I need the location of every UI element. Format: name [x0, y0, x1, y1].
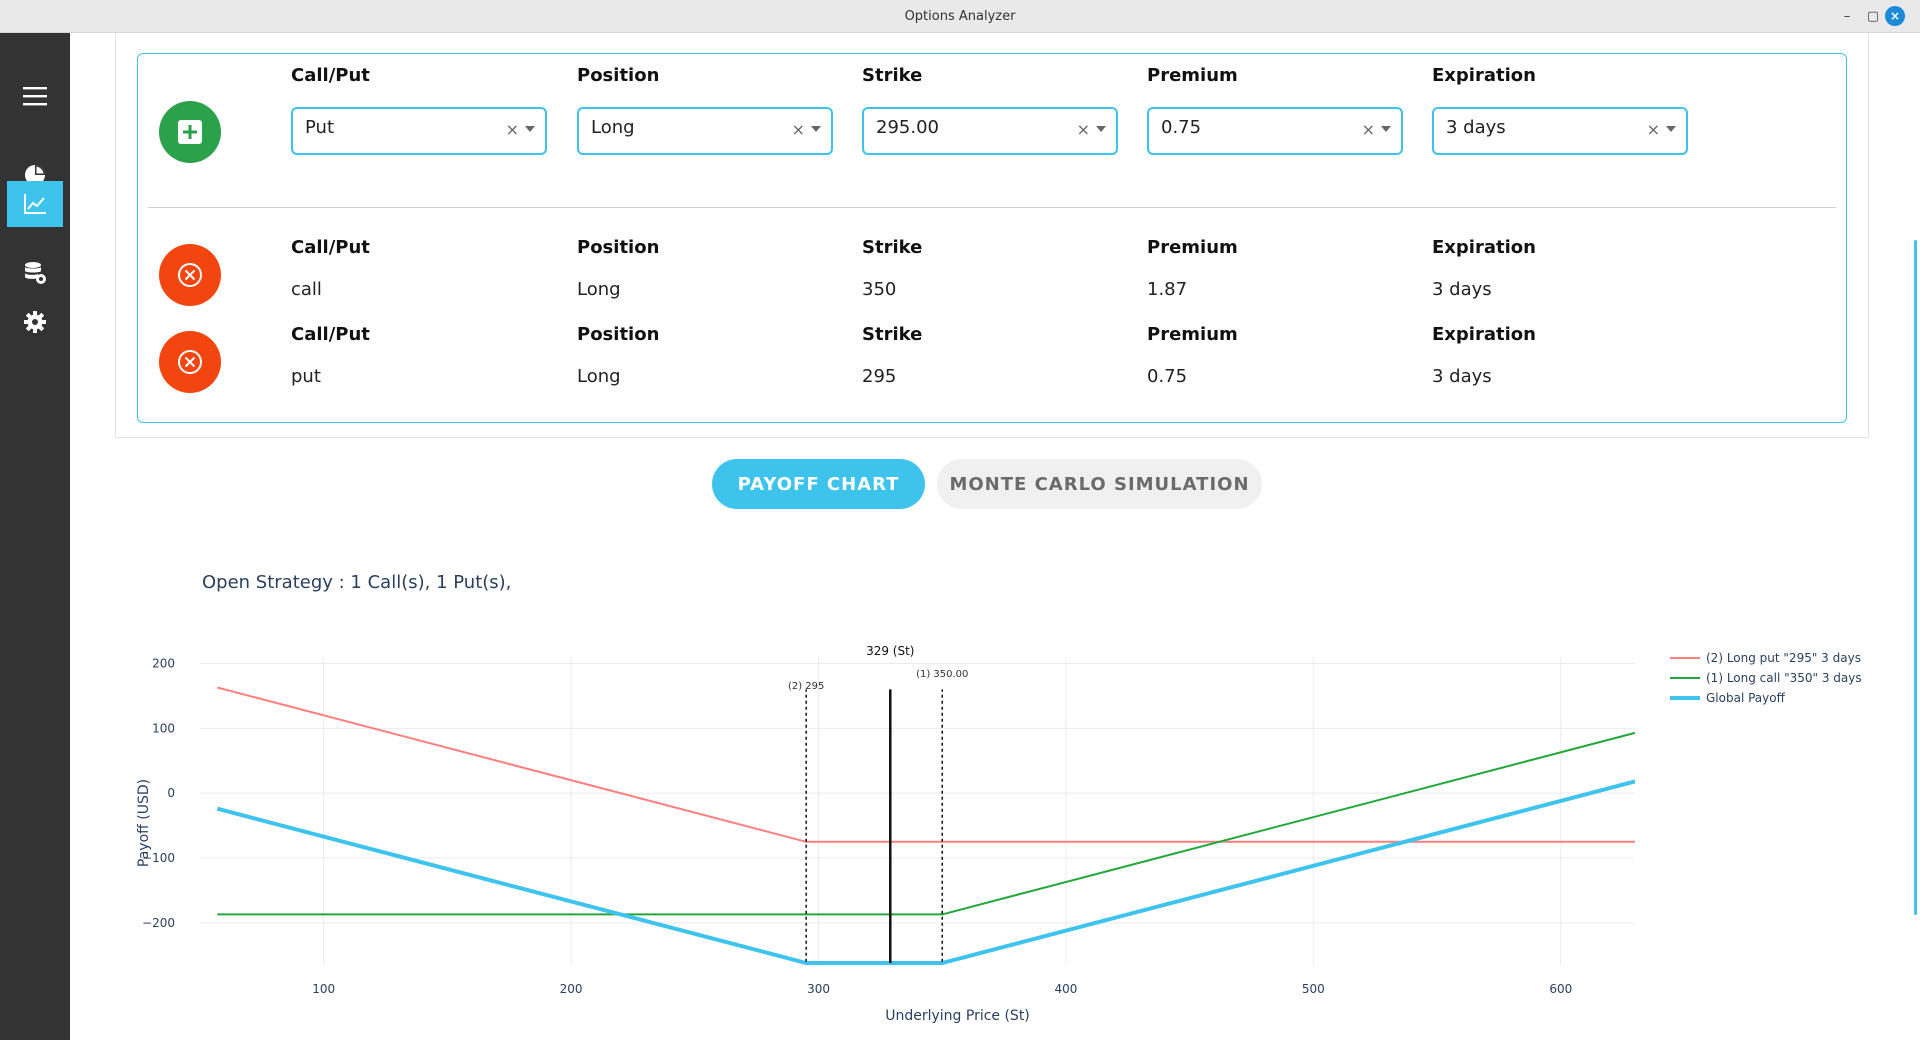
- y-axis-label: Payoff (USD): [136, 779, 152, 867]
- y-tick-label: −100: [142, 851, 175, 865]
- sidebar: [0, 33, 70, 1040]
- leg-premium: 0.75: [1147, 366, 1188, 387]
- gear-icon[interactable]: [7, 299, 63, 345]
- database-icon[interactable]: [7, 250, 63, 296]
- header-premium: Premium: [1147, 237, 1238, 258]
- y-tick-label: −200: [142, 916, 175, 930]
- line-chart-icon[interactable]: [7, 181, 63, 227]
- header-strike: Strike: [862, 324, 923, 345]
- leg-position: Long: [577, 279, 621, 300]
- maximize-icon[interactable]: ▢: [1866, 8, 1880, 24]
- x-tick-label: 300: [807, 982, 830, 996]
- legend-label: Global Payoff: [1706, 691, 1786, 705]
- tab-payoff-chart[interactable]: PAYOFF CHART: [712, 459, 925, 509]
- window-title-bar: Options Analyzer – ▢ ×: [0, 0, 1920, 33]
- clear-icon[interactable]: ×: [1646, 120, 1660, 139]
- tab-monte-carlo[interactable]: MONTE CARLO SIMULATION: [937, 459, 1262, 509]
- leg-expiration: 3 days: [1432, 279, 1492, 300]
- callput-value: Put: [305, 117, 335, 138]
- strike-value: 295.00: [876, 117, 939, 138]
- x-tick-label: 200: [560, 982, 583, 996]
- window-title: Options Analyzer: [904, 8, 1016, 24]
- header-strike: Strike: [862, 237, 923, 258]
- remove-leg-button[interactable]: [159, 331, 221, 393]
- premium-select[interactable]: 0.75 ×: [1147, 107, 1403, 155]
- legend-label: (2) Long put "295" 3 days: [1706, 651, 1861, 665]
- header-position: Position: [577, 324, 660, 345]
- header-position: Position: [577, 237, 660, 258]
- menu-icon[interactable]: [7, 73, 63, 119]
- header-callput: Call/Put: [291, 65, 370, 86]
- clear-icon[interactable]: ×: [791, 120, 805, 139]
- strike-select[interactable]: 295.00 ×: [862, 107, 1118, 155]
- header-callput: Call/Put: [291, 237, 370, 258]
- y-tick-label: 100: [152, 721, 175, 735]
- clear-icon[interactable]: ×: [505, 120, 519, 139]
- header-expiration: Expiration: [1432, 324, 1536, 345]
- close-icon[interactable]: ×: [1885, 6, 1905, 26]
- chevron-down-icon[interactable]: [1381, 126, 1391, 132]
- header-position: Position: [577, 65, 660, 86]
- add-leg-button[interactable]: [159, 101, 221, 163]
- series-line: [217, 686, 1635, 843]
- header-callput: Call/Put: [291, 324, 370, 345]
- remove-leg-button[interactable]: [159, 244, 221, 306]
- leg-callput: put: [291, 366, 321, 387]
- callput-select[interactable]: Put ×: [291, 107, 547, 155]
- x-tick-label: 400: [1054, 982, 1077, 996]
- leg-callput: call: [291, 279, 322, 300]
- leg-expiration: 3 days: [1432, 366, 1492, 387]
- premium-value: 0.75: [1161, 117, 1202, 138]
- header-premium: Premium: [1147, 65, 1238, 86]
- legend-label: (1) Long call "350" 3 days: [1706, 671, 1862, 685]
- payoff-chart: 100 200 300 400 500 600 200 100 0 −100 −200 Underly…: [136, 644, 1862, 1024]
- leg-strike: 295: [862, 366, 897, 387]
- strategy-summary: Open Strategy : 1 Call(s), 1 Put(s),: [202, 572, 512, 593]
- position-select[interactable]: Long ×: [577, 107, 833, 155]
- leg-position: Long: [577, 366, 621, 387]
- header-premium: Premium: [1147, 324, 1238, 345]
- x-tick-label: 500: [1302, 982, 1325, 996]
- plus-icon: [178, 120, 202, 144]
- clear-icon[interactable]: ×: [1076, 120, 1090, 139]
- minimize-icon[interactable]: –: [1843, 8, 1851, 24]
- chevron-down-icon[interactable]: [1096, 126, 1106, 132]
- chevron-down-icon[interactable]: [811, 126, 821, 132]
- remove-circle-icon: [178, 350, 202, 374]
- remove-circle-icon: [178, 263, 202, 287]
- scrollbar[interactable]: [1914, 240, 1917, 915]
- series-line: [217, 731, 1636, 916]
- y-tick-label: 200: [152, 656, 175, 670]
- x-axis-label: Underlying Price (St): [885, 1008, 1030, 1024]
- leg-strike: 350: [862, 279, 897, 300]
- strike-marker-label: (2) 295: [788, 681, 824, 692]
- chevron-down-icon[interactable]: [525, 126, 535, 132]
- expiration-select[interactable]: 3 days ×: [1432, 107, 1688, 155]
- header-strike: Strike: [862, 65, 923, 86]
- header-expiration: Expiration: [1432, 65, 1536, 86]
- divider: [148, 207, 1836, 208]
- spot-price-label: 329 (St): [866, 644, 914, 658]
- strike-marker-label: (1) 350.00: [916, 669, 968, 680]
- y-tick-label: 0: [167, 786, 175, 800]
- pie-chart-icon[interactable]: [7, 152, 63, 198]
- position-value: Long: [591, 117, 635, 138]
- x-tick-label: 600: [1549, 982, 1572, 996]
- chevron-down-icon[interactable]: [1666, 126, 1676, 132]
- series-line: [216, 779, 1636, 966]
- clear-icon[interactable]: ×: [1361, 120, 1375, 139]
- header-expiration: Expiration: [1432, 237, 1536, 258]
- leg-premium: 1.87: [1147, 279, 1188, 300]
- x-tick-label: 100: [312, 982, 335, 996]
- expiration-value: 3 days: [1446, 117, 1506, 138]
